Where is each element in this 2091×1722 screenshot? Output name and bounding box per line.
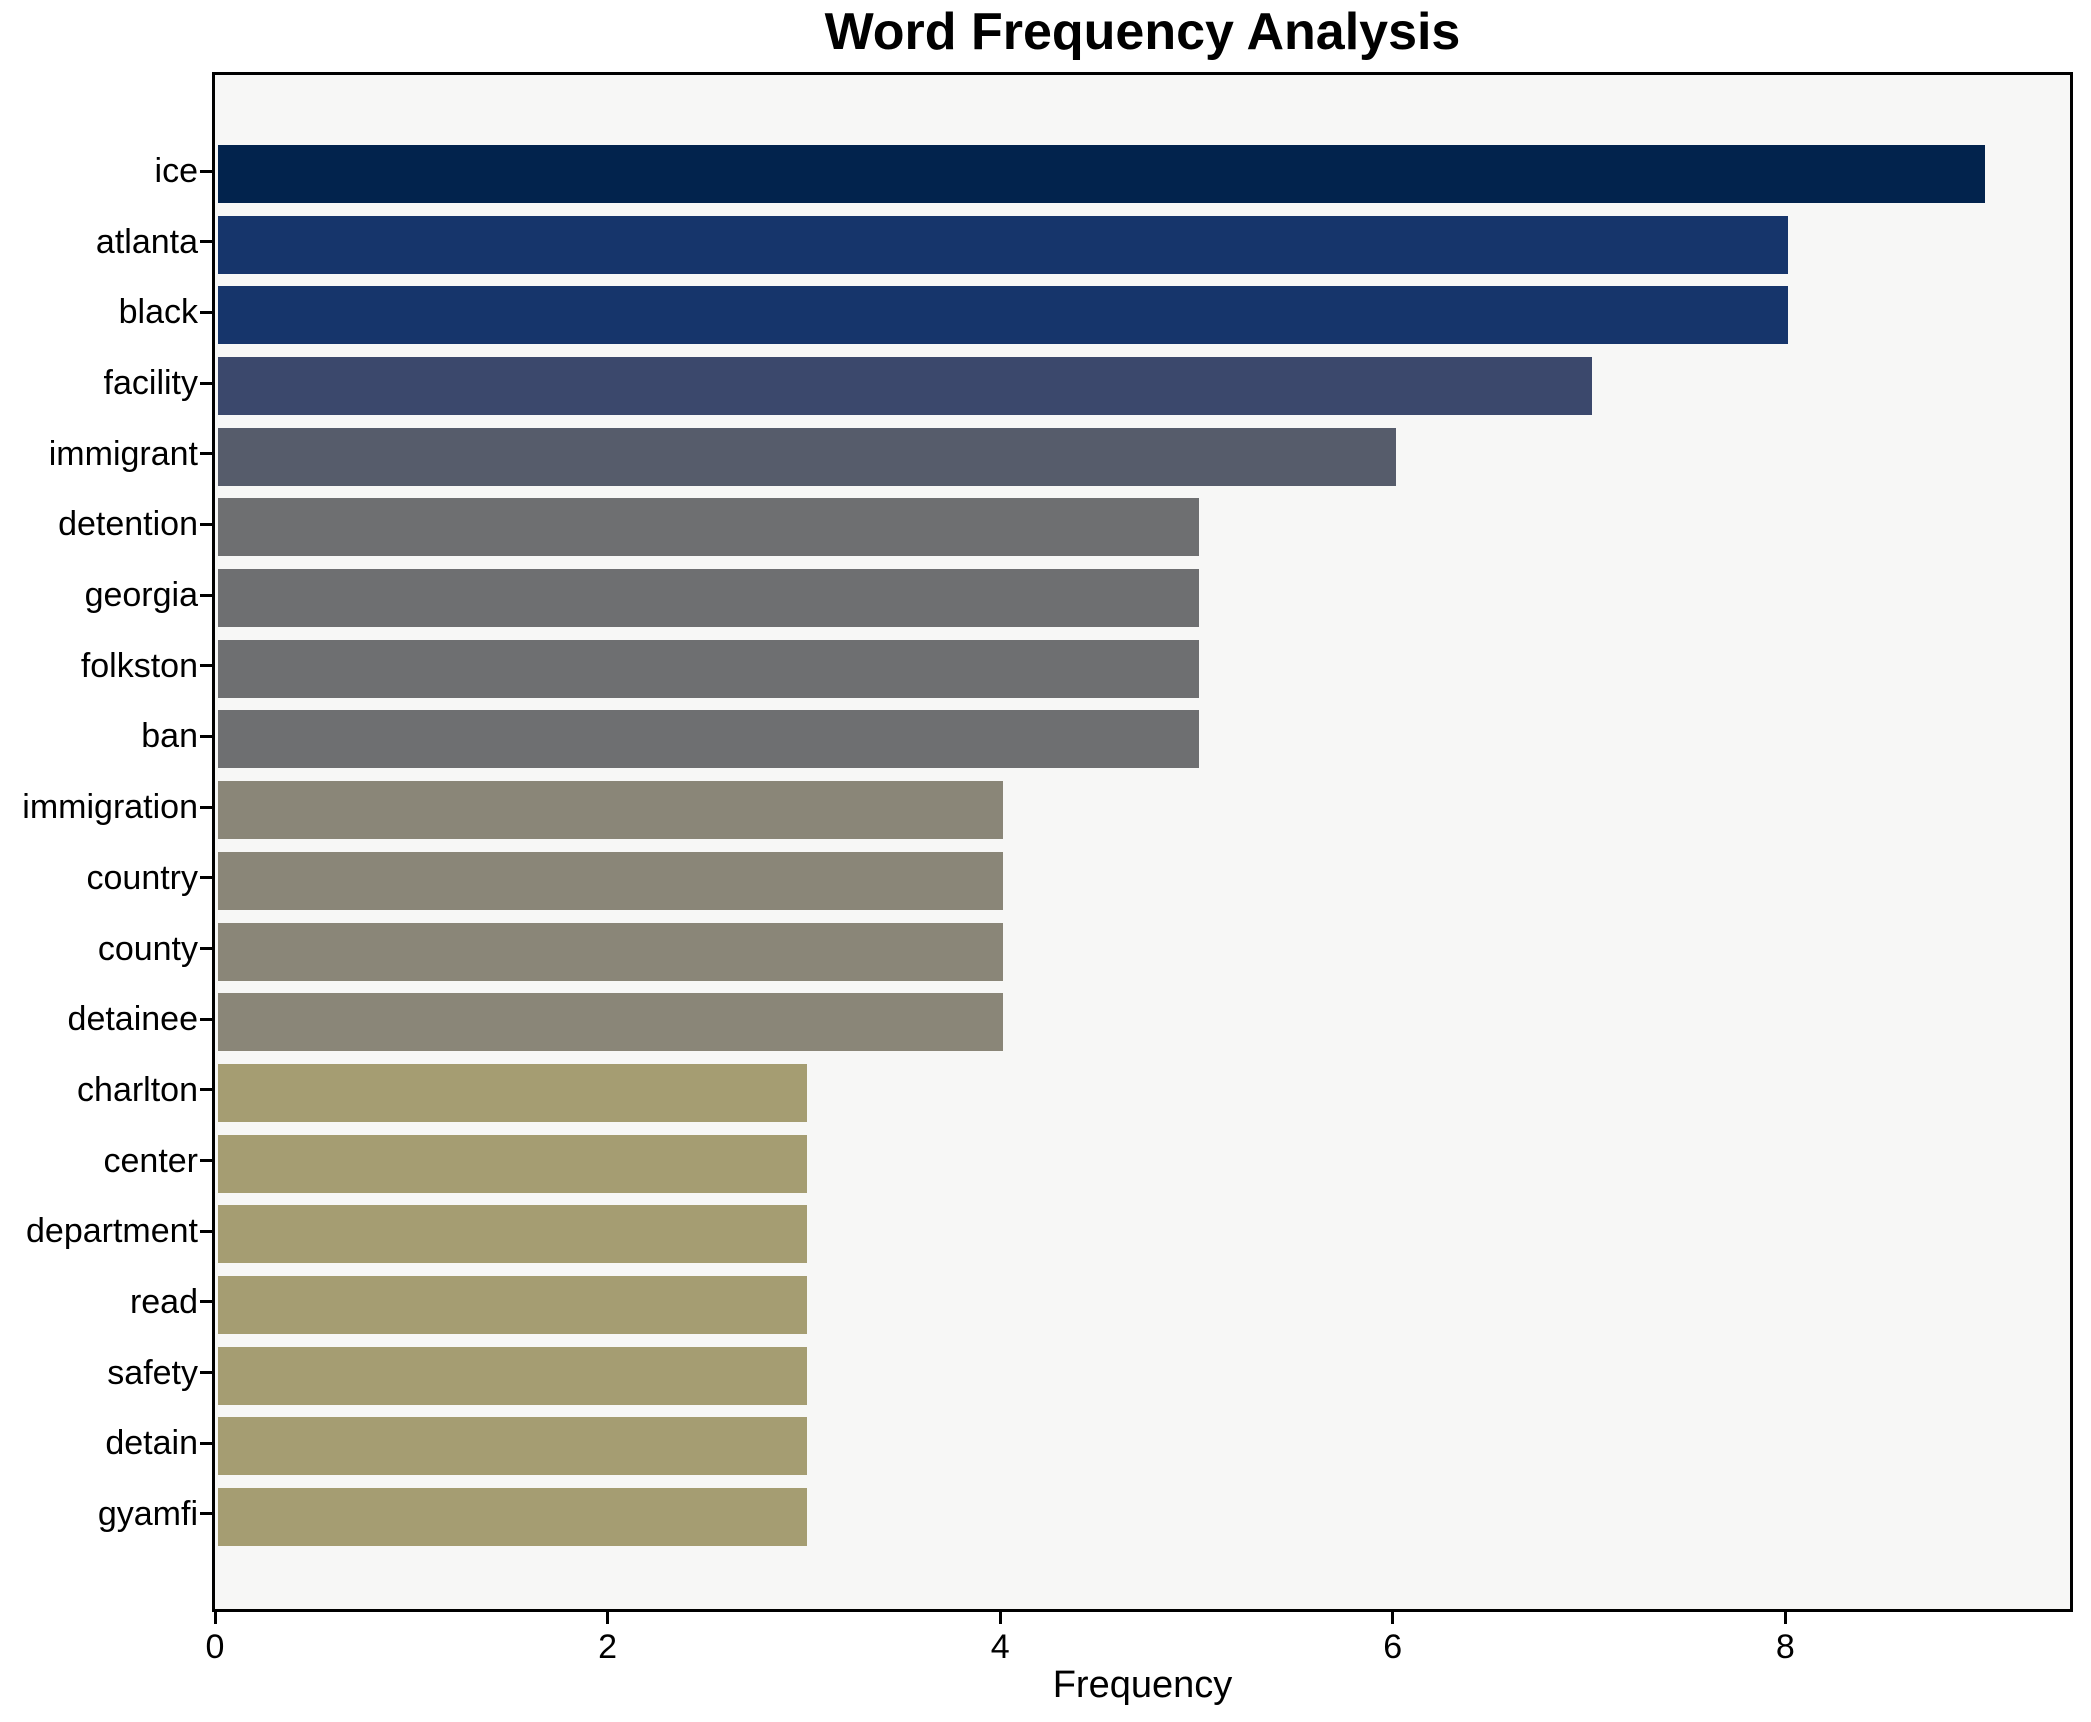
bar-safety — [218, 1346, 807, 1405]
bar-detain — [218, 1417, 807, 1476]
bar-department — [218, 1205, 807, 1264]
y-tick-mark — [200, 310, 212, 314]
y-tick-mark — [200, 876, 212, 880]
y-tick-label-folkston: folkston — [80, 646, 198, 685]
y-tick-mark — [200, 734, 212, 738]
y-tick-label-detention: detention — [58, 505, 198, 544]
y-tick-label-detainee: detainee — [67, 1000, 198, 1039]
bar-immigration — [218, 781, 1004, 840]
y-tick-label-georgia: georgia — [84, 576, 198, 615]
x-tick-mark — [1783, 1612, 1787, 1624]
bar-gyamfi — [218, 1487, 807, 1546]
y-tick-label-read: read — [129, 1282, 198, 1321]
bars-container — [218, 78, 2067, 1606]
bar-county — [218, 922, 1004, 981]
bar-immigrant — [218, 427, 1396, 486]
x-tick-mark — [1391, 1612, 1395, 1624]
y-tick-label-department: department — [26, 1212, 198, 1251]
bar-georgia — [218, 569, 1200, 628]
y-tick-mark — [200, 522, 212, 526]
bar-black — [218, 286, 1789, 345]
y-tick-mark — [200, 805, 212, 809]
y-tick-label-immigrant: immigrant — [48, 434, 198, 473]
y-tick-label-ban: ban — [141, 717, 198, 756]
x-tick-label-4: 4 — [990, 1628, 1010, 1666]
bar-ice — [218, 145, 1985, 203]
y-tick-label-atlanta: atlanta — [95, 222, 198, 261]
chart-title: Word Frequency Analysis — [824, 3, 1461, 61]
y-tick-label-charlton: charlton — [77, 1070, 198, 1109]
y-tick-mark — [200, 1441, 212, 1445]
y-tick-mark — [200, 1300, 212, 1304]
y-tick-mark — [200, 1371, 212, 1375]
x-tick-mark — [998, 1612, 1002, 1624]
plot-area — [212, 72, 2073, 1612]
bar-detainee — [218, 993, 1004, 1052]
x-axis-label: Frequency — [1052, 1664, 1233, 1706]
y-tick-label-immigration: immigration — [22, 788, 198, 827]
bar-folkston — [218, 639, 1200, 698]
y-tick-mark — [200, 169, 212, 173]
y-tick-label-gyamfi: gyamfi — [97, 1494, 198, 1533]
x-tick-mark — [606, 1612, 610, 1624]
y-tick-mark — [200, 664, 212, 668]
y-tick-label-county: county — [97, 929, 198, 968]
y-tick-mark — [200, 947, 212, 951]
y-tick-label-ice: ice — [154, 152, 198, 190]
bar-country — [218, 851, 1004, 910]
y-tick-mark — [200, 1088, 212, 1092]
y-tick-label-black: black — [118, 293, 198, 332]
y-tick-label-country: country — [86, 858, 199, 897]
bar-read — [218, 1275, 807, 1334]
y-tick-mark — [200, 452, 212, 456]
bar-facility — [218, 357, 1593, 416]
y-tick-mark — [200, 1229, 212, 1233]
y-tick-label-safety: safety — [107, 1353, 198, 1392]
bar-center — [218, 1134, 807, 1193]
x-tick-mark — [213, 1612, 217, 1624]
bar-detention — [218, 498, 1200, 557]
bar-charlton — [218, 1063, 807, 1122]
y-tick-mark — [200, 1512, 212, 1516]
x-tick-label-2: 2 — [598, 1628, 618, 1666]
bar-atlanta — [218, 215, 1789, 274]
y-tick-mark — [200, 593, 212, 597]
y-tick-mark — [200, 1159, 212, 1163]
y-tick-mark — [200, 381, 212, 385]
y-tick-mark — [200, 240, 212, 244]
y-tick-mark — [200, 1017, 212, 1021]
y-tick-label-detain: detain — [105, 1424, 198, 1463]
x-tick-label-8: 8 — [1775, 1628, 1795, 1666]
y-tick-label-facility: facility — [103, 364, 198, 403]
bar-ban — [218, 710, 1200, 769]
x-tick-label-0: 0 — [205, 1628, 225, 1666]
y-tick-label-center: center — [103, 1141, 199, 1180]
x-tick-label-6: 6 — [1383, 1628, 1403, 1666]
